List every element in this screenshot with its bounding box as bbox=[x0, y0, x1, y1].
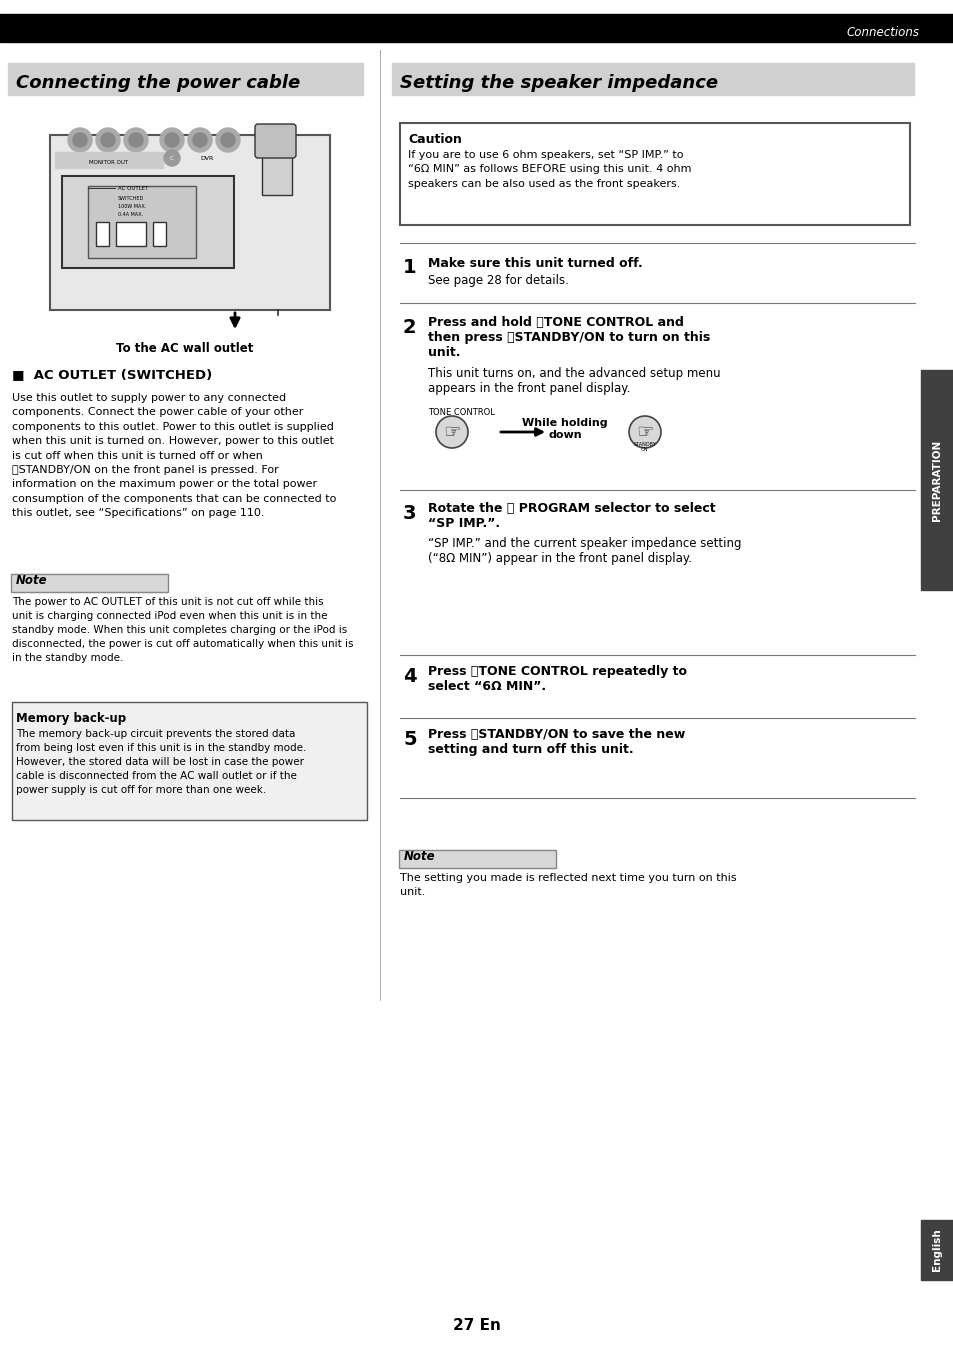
Circle shape bbox=[96, 128, 120, 152]
Bar bbox=[116, 222, 146, 245]
FancyBboxPatch shape bbox=[254, 124, 295, 158]
Text: Memory back-up: Memory back-up bbox=[16, 712, 126, 725]
Circle shape bbox=[68, 128, 91, 152]
Text: PREPARATION: PREPARATION bbox=[931, 439, 941, 520]
Text: Setting the speaker impedance: Setting the speaker impedance bbox=[399, 74, 718, 92]
Text: “SP IMP.” and the current speaker impedance setting
(“8Ω MIN”) appear in the fro: “SP IMP.” and the current speaker impeda… bbox=[428, 537, 740, 565]
Bar bbox=[262, 140, 292, 195]
Text: To the AC wall outlet: To the AC wall outlet bbox=[116, 341, 253, 355]
Bar bbox=[8, 63, 363, 94]
Text: 1: 1 bbox=[402, 257, 416, 276]
Bar bbox=[920, 1220, 953, 1281]
Text: Note: Note bbox=[16, 573, 48, 586]
FancyBboxPatch shape bbox=[399, 123, 909, 225]
Circle shape bbox=[129, 133, 143, 147]
Text: 27 En: 27 En bbox=[453, 1317, 500, 1333]
Text: Press ⒹTONE CONTROL repeatedly to
select “6Ω MIN”.: Press ⒹTONE CONTROL repeatedly to select… bbox=[428, 665, 686, 693]
Circle shape bbox=[188, 128, 212, 152]
Bar bbox=[920, 369, 953, 590]
Bar bbox=[398, 851, 556, 868]
Text: 3: 3 bbox=[402, 504, 416, 523]
Text: TONE CONTROL: TONE CONTROL bbox=[428, 408, 495, 417]
Bar bbox=[55, 152, 163, 168]
Circle shape bbox=[101, 133, 115, 147]
Circle shape bbox=[436, 417, 468, 448]
Text: 5: 5 bbox=[402, 731, 416, 749]
Text: Caution: Caution bbox=[408, 133, 461, 146]
Text: The setting you made is reflected next time you turn on this
unit.: The setting you made is reflected next t… bbox=[399, 874, 736, 896]
Text: The memory back-up circuit prevents the stored data
from being lost even if this: The memory back-up circuit prevents the … bbox=[16, 729, 306, 795]
Circle shape bbox=[73, 133, 87, 147]
Bar bbox=[88, 186, 195, 257]
Bar bbox=[152, 222, 166, 245]
Circle shape bbox=[160, 128, 184, 152]
Text: DVR: DVR bbox=[200, 155, 213, 160]
Bar bbox=[50, 135, 330, 310]
Text: See page 28 for details.: See page 28 for details. bbox=[428, 274, 568, 287]
Text: ☞: ☞ bbox=[636, 422, 653, 442]
Text: ■  AC OUTLET (SWITCHED): ■ AC OUTLET (SWITCHED) bbox=[12, 368, 212, 381]
Text: Press ⒸSTANDBY/ON to save the new
setting and turn off this unit.: Press ⒸSTANDBY/ON to save the new settin… bbox=[428, 728, 684, 756]
Circle shape bbox=[628, 417, 660, 448]
Text: MONITOR OUT: MONITOR OUT bbox=[90, 159, 129, 164]
Circle shape bbox=[165, 133, 179, 147]
Text: The power to AC OUTLET of this unit is not cut off while this
unit is charging c: The power to AC OUTLET of this unit is n… bbox=[12, 597, 354, 663]
Text: 0.4A MAX.: 0.4A MAX. bbox=[118, 212, 143, 217]
Text: 100W MAX.: 100W MAX. bbox=[118, 204, 146, 209]
FancyBboxPatch shape bbox=[12, 702, 367, 820]
Bar bbox=[392, 63, 913, 94]
Text: Rotate the Ⓔ PROGRAM selector to select
“SP IMP.”.: Rotate the Ⓔ PROGRAM selector to select … bbox=[428, 501, 715, 530]
Circle shape bbox=[215, 128, 240, 152]
Text: Note: Note bbox=[403, 849, 436, 863]
Text: Press and hold ⒹTONE CONTROL and
then press ⒸSTANDBY/ON to turn on this
unit.: Press and hold ⒹTONE CONTROL and then pr… bbox=[428, 315, 709, 359]
Text: While holding
down: While holding down bbox=[521, 418, 607, 439]
Text: STANDBY
ON: STANDBY ON bbox=[633, 442, 656, 453]
Text: Use this outlet to supply power to any connected
components. Connect the power c: Use this outlet to supply power to any c… bbox=[12, 394, 336, 518]
Text: English: English bbox=[931, 1228, 941, 1271]
Text: This unit turns on, and the advanced setup menu
appears in the front panel displ: This unit turns on, and the advanced set… bbox=[428, 367, 720, 395]
Text: If you are to use 6 ohm speakers, set “SP IMP.” to
“6Ω MIN” as follows BEFORE us: If you are to use 6 ohm speakers, set “S… bbox=[408, 150, 691, 189]
Text: 2: 2 bbox=[402, 318, 416, 337]
Text: AC OUTLET: AC OUTLET bbox=[118, 186, 148, 190]
Text: Make sure this unit turned off.: Make sure this unit turned off. bbox=[428, 257, 642, 270]
Text: SWITCHED: SWITCHED bbox=[118, 195, 144, 201]
Bar bbox=[0, 13, 953, 42]
Bar bbox=[62, 177, 233, 268]
Text: 4: 4 bbox=[402, 667, 416, 686]
Circle shape bbox=[221, 133, 234, 147]
Bar bbox=[12, 574, 167, 592]
Circle shape bbox=[124, 128, 148, 152]
Bar bbox=[11, 574, 168, 592]
Circle shape bbox=[193, 133, 207, 147]
Circle shape bbox=[164, 150, 180, 166]
Text: ☞: ☞ bbox=[443, 422, 460, 442]
Text: C: C bbox=[170, 155, 173, 160]
Bar bbox=[399, 851, 555, 868]
Bar bbox=[96, 222, 109, 245]
Text: Connections: Connections bbox=[846, 26, 919, 39]
Text: Connecting the power cable: Connecting the power cable bbox=[16, 74, 300, 92]
